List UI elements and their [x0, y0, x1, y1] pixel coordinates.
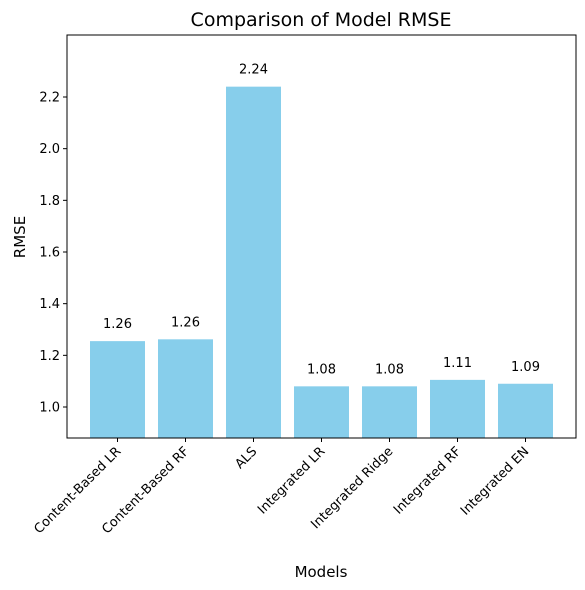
- bar: [226, 86, 281, 439]
- data-labels-group: 1.26 1.26 2.24 1.08 1.08 1.11 1.09: [103, 63, 540, 378]
- x-tick-label: ALS: [232, 444, 260, 472]
- data-label: 1.08: [307, 362, 336, 377]
- x-axis-label: Models: [295, 563, 348, 581]
- data-label: 1.26: [171, 315, 200, 330]
- y-tick-label: 1.8: [39, 194, 60, 209]
- y-tick-label: 1.0: [39, 401, 60, 416]
- bars-group: [90, 86, 553, 439]
- bar: [430, 379, 485, 438]
- bar: [362, 386, 417, 438]
- y-axis-label: RMSE: [11, 216, 29, 258]
- data-label: 1.09: [511, 360, 540, 375]
- y-axis: 1.0 1.2 1.4 1.6 1.8 2.0 2.2: [39, 91, 67, 416]
- data-label: 2.24: [239, 63, 268, 78]
- y-tick-label: 1.6: [39, 246, 60, 261]
- x-tick-label: Integrated EN: [458, 444, 532, 518]
- data-label: 1.08: [375, 362, 404, 377]
- bar: [90, 341, 145, 438]
- y-tick-label: 2.2: [39, 91, 60, 106]
- y-tick-label: 2.0: [39, 142, 60, 157]
- bar: [158, 339, 213, 438]
- x-tick-label: Integrated LR: [255, 444, 328, 517]
- bar: [498, 383, 553, 438]
- plot-frame: [66, 34, 577, 439]
- bar: [294, 386, 349, 438]
- x-tick-label: Integrated RF: [391, 444, 464, 517]
- y-tick-label: 1.4: [39, 297, 60, 312]
- data-label: 1.11: [443, 356, 472, 371]
- data-label: 1.26: [103, 317, 132, 332]
- y-tick-label: 1.2: [39, 349, 60, 364]
- chart-title: Comparison of Model RMSE: [191, 9, 452, 31]
